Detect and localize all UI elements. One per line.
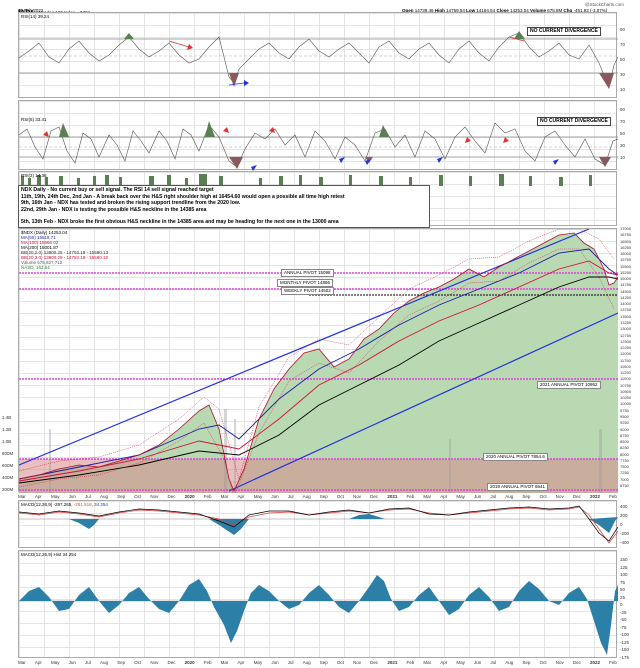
legend-item: BB(20,2.0) 13900.25 - 14793.19 - 15590.1…: [21, 250, 109, 255]
analysis-notes: NDX Daily - No current buy or sell signa…: [18, 185, 430, 228]
macd-label: MACD(12,26,9) -297.265, -291.518, 34.254: [21, 502, 108, 507]
monthly-pivot-label: MONTHLY PIVOT 14886: [277, 279, 334, 287]
note-line: 22nd, 29th Jan - NDX is testing the poss…: [21, 206, 207, 213]
legend-item: BB(20,3.0) 13900.29 - 14793.19 - 15590.1…: [21, 255, 109, 260]
rsi14-label: RSI(14) 39.24: [21, 14, 50, 19]
price-legend: $NDX (Daily) 14253.04 MA(50) 15518.71 MA…: [21, 230, 108, 270]
ohlc-summary: Open 14739.46 High 14759.54 Low 14194.54…: [402, 8, 608, 13]
macd-hist-panel: MACD(12,26,9) Hist 34.254: [18, 550, 618, 658]
watermark: @StockCharts.com: [585, 2, 624, 7]
annual-pivot-label: ANNUAL PIVOT 15098: [281, 269, 334, 277]
legend-item: MA(50) 15518.71: [21, 235, 56, 240]
rsi14-divergence-badge: NO CURRENT DIVERGENCE: [527, 27, 601, 36]
rsi5-axis: 90 70 50 30 10: [620, 107, 626, 160]
price-panel: $NDX (Daily) 14253.04 MA(50) 15518.71 MA…: [18, 228, 618, 493]
rsi5-label: RSI(5) 33.41: [21, 117, 47, 122]
legend-item: Volume 675,827,712: [21, 260, 63, 265]
macd-hist-label: MACD(12,26,9) Hist 34.254: [21, 552, 77, 557]
weekly-pivot-label: WEEKLY PIVOT 14502: [281, 287, 334, 295]
note-line: 11th, 19th, 24th Dec, 2nd Jan - A break …: [21, 193, 345, 200]
legend-item: MA(200) 15001.87: [21, 245, 59, 250]
legend-item: $NDX (Daily) 14253.04: [21, 230, 68, 235]
rsi2-plot: [21, 174, 592, 186]
pivot-2021-label: 2021 ANNUAL PIVOT 10862: [537, 381, 601, 389]
note-line: 5th, 13th Feb - NDX broke the first obvi…: [21, 219, 339, 226]
legend-item: NASD, 163.64: [21, 265, 50, 270]
macd-axis: 400 200 0 -200 -400: [620, 504, 630, 545]
rsi2-label: RSI(2) 14.36: [21, 173, 47, 178]
rsi14-axis: 90 70 50 30 10: [620, 27, 626, 92]
rsi5-plot: [19, 121, 618, 171]
rsi5-panel: RSI(5) 33.41 NO CURRENT DIVERGENCE: [18, 100, 618, 171]
pivot-2019-label: 2019 ANNUAL PIVOT 6641: [487, 483, 549, 491]
month-axis: Mar Apr May Jun Jul Aug Sep Oct Nov Dec 2020 Feb Mar…: [18, 494, 617, 499]
macd-panel: MACD(12,26,9) -297.265, -291.518, 34.254: [18, 500, 618, 548]
volume-axis: 1.4B 1.2B 1.0B 800M 600M 400M 200M: [2, 415, 14, 492]
macd-plot: [19, 505, 618, 544]
macd-hist-plot: [19, 575, 618, 655]
note-line: NDX Daily - No current buy or sell signa…: [21, 187, 214, 193]
chart-date: 11-Feb-2022: [18, 8, 44, 13]
bottom-month-axis: Mar Apr May Jun Jul Aug Sep Oct Nov Dec 2020 Feb Mar…: [18, 660, 617, 665]
rsi14-plot: [19, 31, 618, 89]
rsi14-panel: RSI(14) 39.24 NO CURRENT DIVERGENCE: [18, 12, 618, 98]
rsi5-divergence-badge: NO CURRENT DIVERGENCE: [537, 117, 611, 126]
legend-item: MA(100) 15566.02: [21, 240, 59, 245]
price-axis: 17000 16750 16500 16250 16000 15750 15500 15250…: [620, 226, 632, 488]
note-line: 9th, 16th Jan - NDX has tested and broke…: [21, 200, 241, 207]
macd-hist-axis: 150 125 100 75 50 25 0 -25 -50 -75 -100 -125 -150 -17…: [620, 557, 630, 660]
pivot-2020-label: 2020 ANNUAL PIVOT 7854.6: [483, 453, 548, 461]
